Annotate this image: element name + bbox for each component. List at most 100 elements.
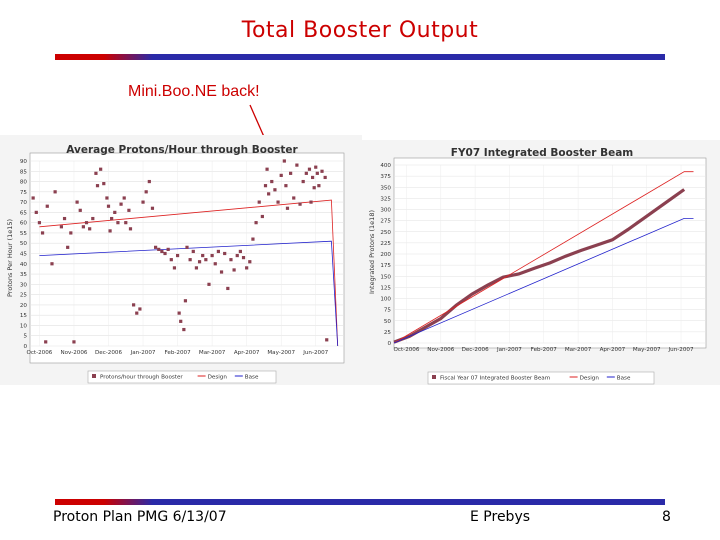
chart2-xtick: Jun-2007 bbox=[668, 347, 694, 353]
page-number: 8 bbox=[662, 509, 671, 525]
chart1-point bbox=[95, 184, 100, 188]
chart1-ytick: 25 bbox=[20, 293, 28, 299]
chart1-point bbox=[44, 340, 48, 344]
chart1-title: Average Protons/Hour through Booster bbox=[66, 144, 298, 156]
chart1-point bbox=[298, 202, 302, 206]
chart1-point bbox=[135, 311, 139, 315]
chart2-ytick: 0 bbox=[387, 341, 391, 347]
chart1-point bbox=[172, 266, 177, 270]
chart1-legend-swatch bbox=[92, 374, 96, 378]
chart1-point bbox=[325, 338, 329, 342]
chart1-point bbox=[282, 159, 286, 163]
chart1-point bbox=[169, 258, 173, 262]
chart1-point bbox=[223, 251, 227, 256]
chart1-point bbox=[285, 206, 290, 210]
chart1-point bbox=[177, 311, 181, 315]
chart1-point bbox=[210, 253, 214, 258]
chart1-legend bbox=[87, 370, 277, 384]
chart1-point bbox=[257, 200, 261, 204]
chart1-point bbox=[241, 256, 246, 260]
chart1-point bbox=[289, 171, 293, 175]
bottom-divider bbox=[55, 499, 665, 505]
chart1-point bbox=[45, 204, 49, 208]
chart2-ytick: 125 bbox=[380, 285, 391, 291]
chart1-point bbox=[216, 249, 220, 254]
chart2-ytick: 250 bbox=[380, 230, 391, 236]
chart1-point bbox=[317, 184, 321, 188]
chart1-point bbox=[53, 190, 57, 194]
chart1-ytick: 80 bbox=[20, 180, 28, 186]
chart2-legend-swatch bbox=[432, 375, 436, 379]
chart1-xtick: Oct-2006 bbox=[26, 350, 52, 356]
chart1-legend-label: Protons/hour through Booster bbox=[100, 375, 183, 381]
chart1-xtick: Dec-2006 bbox=[95, 350, 123, 356]
chart1-point bbox=[108, 229, 112, 233]
chart1-point bbox=[141, 200, 145, 204]
chart2-ytick: 225 bbox=[380, 241, 391, 247]
chart1-point bbox=[270, 179, 274, 184]
chart2-legend-label: Fiscal Year 07 Integrated Booster Beam bbox=[440, 376, 550, 382]
chart1-point bbox=[113, 210, 117, 214]
chart1-point bbox=[127, 208, 131, 212]
chart1-point bbox=[144, 190, 148, 194]
chart1-ytick: 55 bbox=[20, 231, 28, 237]
chart1-point bbox=[69, 231, 73, 235]
chart1-ytick: 90 bbox=[20, 159, 28, 165]
chart2-ytick: 275 bbox=[380, 219, 391, 225]
chart1-point bbox=[34, 210, 38, 214]
chart1-legend-label: Base bbox=[245, 375, 259, 381]
chart1-point bbox=[232, 268, 236, 272]
chart2-xtick: Mar-2007 bbox=[565, 347, 592, 353]
chart1-ytick: 10 bbox=[20, 323, 28, 329]
chart1-point bbox=[40, 231, 45, 235]
chart1-ytick: 20 bbox=[20, 303, 28, 309]
chart2-ytick: 375 bbox=[380, 174, 391, 180]
chart1-point bbox=[84, 221, 89, 225]
chart1-point bbox=[309, 200, 313, 204]
chart1-point bbox=[191, 249, 195, 254]
chart1-ytick: 60 bbox=[20, 221, 28, 227]
chart1-point bbox=[312, 186, 316, 190]
chart1-point bbox=[201, 253, 205, 258]
chart1-point bbox=[204, 258, 208, 262]
chart2-legend bbox=[427, 371, 655, 385]
chart2-xtick: Apr-2007 bbox=[600, 347, 626, 353]
chart1-point bbox=[188, 258, 192, 262]
chart1-point bbox=[72, 340, 76, 344]
chart1-ytick: 5 bbox=[23, 334, 27, 340]
chart-integrated-beam: FY07 Integrated Booster Beam Integrated … bbox=[362, 140, 720, 385]
chart1-ytick: 30 bbox=[20, 282, 28, 288]
chart2-series-fiscal-year-07-integrated-booster-beam bbox=[393, 188, 686, 344]
chart1-point bbox=[154, 245, 158, 249]
slide-title: Total Booster Output bbox=[241, 18, 479, 43]
chart2-xtick: Dec-2006 bbox=[462, 347, 490, 353]
chart2-legend-label: Design bbox=[580, 376, 600, 382]
chart1-point bbox=[128, 227, 133, 231]
chart1-point bbox=[102, 182, 106, 186]
chart1-point bbox=[207, 282, 211, 286]
chart1-point bbox=[292, 196, 296, 200]
chart1-point bbox=[235, 253, 239, 258]
chart2-series-base bbox=[393, 218, 694, 344]
chart1-xtick: Jan-2007 bbox=[130, 350, 156, 356]
chart1-point bbox=[311, 175, 315, 180]
chart1-point bbox=[157, 247, 161, 251]
chart2-xtick: Oct-2006 bbox=[394, 347, 420, 353]
chart1-point bbox=[31, 196, 35, 200]
chart1-ytick: 50 bbox=[20, 241, 28, 247]
chart1-ytick: 0 bbox=[23, 344, 27, 350]
chart1-point bbox=[265, 167, 269, 171]
chart2-ytick: 200 bbox=[380, 252, 391, 258]
chart1-point bbox=[124, 221, 128, 225]
chart2-ytick: 100 bbox=[380, 297, 391, 303]
chart1-point bbox=[59, 225, 63, 229]
chart1-xtick: May-2007 bbox=[267, 350, 295, 356]
chart2-title: FY07 Integrated Booster Beam bbox=[451, 147, 634, 159]
chart1-ytick: 70 bbox=[20, 200, 28, 206]
chart1-point bbox=[263, 184, 268, 188]
chart1-point bbox=[88, 227, 92, 231]
chart1-point bbox=[267, 192, 271, 196]
chart2-legend-label: Base bbox=[617, 376, 631, 382]
chart1-point bbox=[105, 196, 109, 200]
chart1-point bbox=[50, 262, 54, 266]
